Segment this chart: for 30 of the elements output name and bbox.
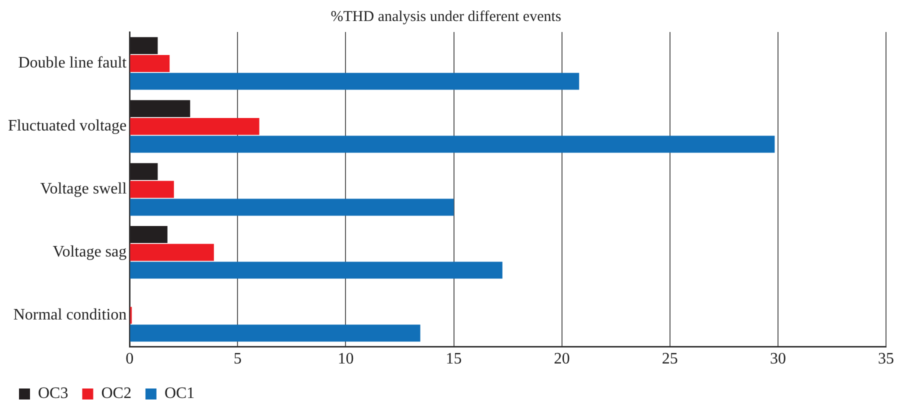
bar xyxy=(130,163,158,180)
x-tick-label: 5 xyxy=(234,350,242,368)
bar xyxy=(130,244,214,261)
x-tick-label: 35 xyxy=(878,350,894,368)
bar xyxy=(130,55,170,72)
y-tick-label: Voltage swell xyxy=(40,180,128,198)
chart-title: %THD analysis under different events xyxy=(330,8,562,25)
bar xyxy=(130,226,168,243)
x-tick-label: 20 xyxy=(554,350,570,368)
y-tick-label: Fluctuated voltage xyxy=(8,118,127,135)
bar xyxy=(130,72,580,90)
y-tick-label: Double line fault xyxy=(18,54,128,72)
legend-label: OC1 xyxy=(164,385,195,402)
bar xyxy=(130,324,420,342)
bar xyxy=(130,198,454,216)
bar xyxy=(130,180,174,198)
legend-label: OC2 xyxy=(101,385,132,402)
y-tick-label: Voltage sag xyxy=(52,244,127,261)
x-tick-label: 10 xyxy=(338,350,354,368)
bar xyxy=(130,136,775,153)
legend-label: OC3 xyxy=(38,385,68,402)
bar xyxy=(130,37,158,54)
x-tick-label: 0 xyxy=(126,350,134,368)
y-tick-label: Normal condition xyxy=(13,306,127,324)
bar xyxy=(130,118,260,135)
x-tick-label: 15 xyxy=(446,350,462,368)
x-tick-label: 30 xyxy=(770,350,786,368)
x-tick-label: 25 xyxy=(662,350,678,368)
bar xyxy=(130,100,190,118)
bar xyxy=(130,262,502,279)
